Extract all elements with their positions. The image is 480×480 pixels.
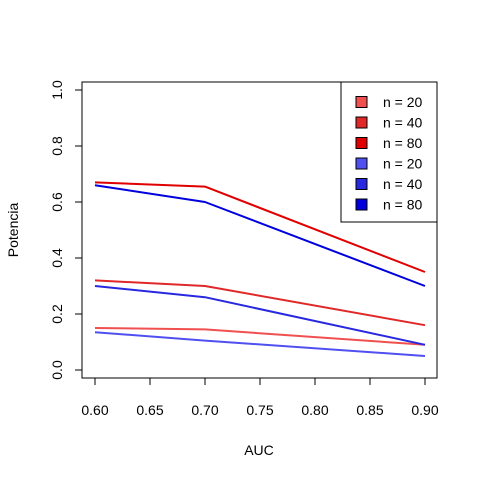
x-tick-label: 0.75 <box>246 402 273 418</box>
legend-swatch <box>355 157 368 170</box>
legend-swatch <box>355 96 368 108</box>
x-axis: 0.60 0.65 0.70 0.75 0.80 0.85 0.90 <box>81 377 439 418</box>
y-tick-label: 0.4 <box>49 248 65 268</box>
y-tick-label: 0.8 <box>49 136 65 156</box>
x-tick-label: 0.60 <box>81 402 108 418</box>
legend-label: n = 20 <box>383 94 423 110</box>
legend-label: n = 40 <box>383 176 423 192</box>
y-tick-label: 0.6 <box>49 192 65 212</box>
series-line-5 <box>94 184 426 287</box>
y-axis: 0.0 0.2 0.4 0.6 0.8 1.0 <box>49 80 83 380</box>
legend-swatch <box>355 198 368 211</box>
legend-swatch <box>355 116 368 129</box>
legend-label: n = 20 <box>383 156 423 172</box>
x-tick-label: 0.90 <box>411 402 438 418</box>
series-line-0 <box>94 327 426 346</box>
legend-swatch <box>355 178 368 190</box>
x-axis-title: AUC <box>244 442 274 458</box>
legend-label: n = 80 <box>383 197 423 213</box>
legend-swatch <box>355 137 368 149</box>
y-tick-label: 0.0 <box>49 360 65 380</box>
legend-label: n = 40 <box>383 115 423 131</box>
series-line-4 <box>94 285 426 346</box>
legend-label: n = 80 <box>383 135 423 151</box>
series-line-1 <box>94 279 426 327</box>
x-tick-label: 0.65 <box>136 402 163 418</box>
series-line-3 <box>94 331 426 357</box>
y-axis-title: Potencia <box>5 203 21 258</box>
x-tick-label: 0.70 <box>191 402 218 418</box>
x-tick-label: 0.85 <box>356 402 383 418</box>
series-layer <box>94 181 426 357</box>
x-tick-label: 0.80 <box>301 402 328 418</box>
legend: n = 20 n = 40 n = 80 n = 20 n = 40 n = 80 <box>340 81 438 223</box>
y-tick-label: 1.0 <box>49 80 65 100</box>
series-line-2 <box>94 181 426 273</box>
y-tick-label: 0.2 <box>49 304 65 324</box>
